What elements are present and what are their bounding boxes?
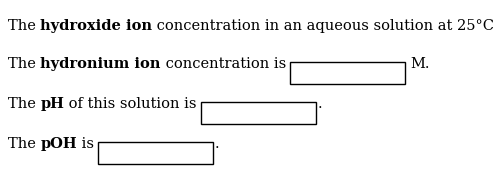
Text: of this solution is: of this solution is <box>64 97 197 111</box>
Text: concentration is: concentration is <box>161 57 286 71</box>
Text: .: . <box>215 137 220 151</box>
Text: hydronium ion: hydronium ion <box>40 57 161 71</box>
Text: pOH: pOH <box>40 137 77 151</box>
Text: M.: M. <box>410 57 430 71</box>
Text: is: is <box>77 137 94 151</box>
Text: concentration in an aqueous solution at 25°C is: concentration in an aqueous solution at … <box>152 19 498 33</box>
Bar <box>290 62 405 84</box>
Text: The: The <box>8 97 40 111</box>
Bar <box>98 142 213 164</box>
Text: The: The <box>8 19 40 33</box>
Text: hydroxide ion: hydroxide ion <box>40 19 152 33</box>
Text: The: The <box>8 57 40 71</box>
Text: pH: pH <box>40 97 64 111</box>
Text: .: . <box>318 97 323 111</box>
Text: The: The <box>8 137 40 151</box>
Bar <box>201 102 316 124</box>
